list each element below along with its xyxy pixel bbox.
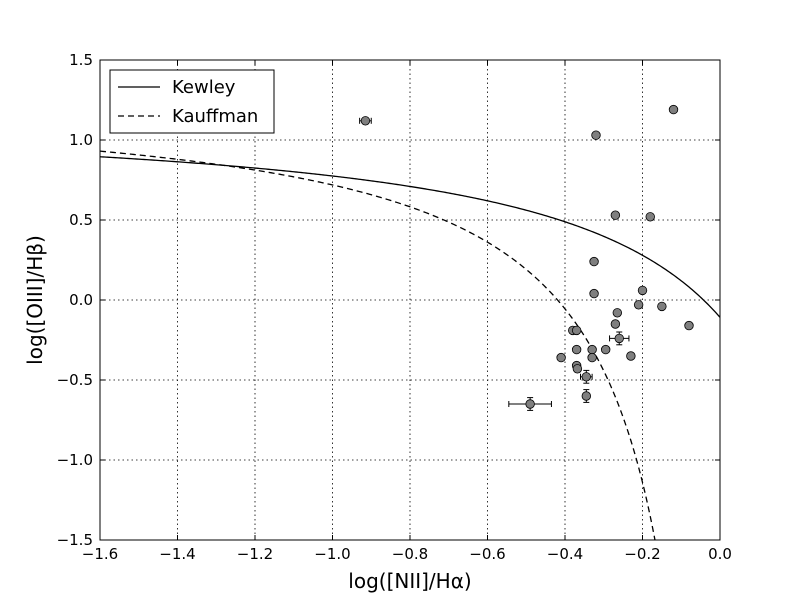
x-tick-label: 0.0	[708, 545, 732, 563]
legend-kauffman-label: Kauffman	[172, 106, 258, 127]
data-points	[359, 104, 694, 411]
data-point	[633, 300, 644, 310]
axis-ticks: −1.6 −1.4 −1.2 −1.0 −0.8 −0.6 −0.4 −0.2 0.0 1.5 1.…	[57, 51, 732, 563]
data-point	[612, 308, 623, 318]
y-tick-label: −1.5	[57, 531, 93, 549]
x-tick-label: −0.4	[547, 545, 583, 563]
x-tick-label: −1.2	[237, 545, 273, 563]
y-axis-label: log([OIII]/Hβ)	[23, 235, 47, 365]
data-point	[587, 344, 597, 355]
grid-lines	[100, 60, 720, 540]
data-point	[556, 352, 566, 363]
data-point	[581, 372, 592, 382]
data-point	[610, 210, 621, 220]
data-point	[637, 285, 648, 296]
y-tick-label: 0.5	[69, 211, 93, 229]
x-tick-label: −1.0	[314, 545, 350, 563]
data-point	[645, 212, 655, 222]
x-tick-label: −1.4	[159, 545, 195, 563]
y-tick-label: −1.0	[57, 451, 93, 469]
kauffman-curve	[100, 150, 656, 540]
data-point	[626, 351, 636, 361]
y-tick-label: 0.0	[69, 291, 93, 309]
data-point	[571, 325, 582, 336]
data-point	[587, 352, 597, 363]
legend: Kewley Kauffman	[109, 69, 275, 134]
data-point	[684, 320, 694, 331]
x-tick-label: −0.8	[392, 545, 428, 563]
data-point	[360, 116, 371, 126]
data-point	[610, 319, 621, 329]
data-point	[657, 301, 667, 312]
data-point	[581, 391, 592, 401]
legend-kewley-label: Kewley	[172, 77, 236, 98]
demarcation-curves	[100, 150, 720, 540]
data-point	[591, 130, 601, 140]
x-tick-label: −1.6	[82, 545, 118, 563]
legend-box	[109, 69, 275, 134]
x-tick-label: −0.6	[469, 545, 505, 563]
data-point	[525, 399, 535, 409]
data-point	[589, 288, 599, 299]
data-point	[571, 344, 582, 355]
y-tick-label: 1.0	[69, 131, 93, 149]
data-point	[589, 256, 599, 267]
data-point	[600, 344, 611, 355]
data-point	[572, 364, 583, 374]
data-point	[614, 333, 624, 344]
y-tick-label: 1.5	[69, 51, 93, 69]
kewley-curve	[100, 156, 720, 318]
y-tick-label: −0.5	[57, 371, 93, 389]
data-point	[668, 104, 679, 115]
x-tick-label: −0.2	[624, 545, 660, 563]
x-axis-label: log([NII]/Hα)	[348, 569, 471, 593]
